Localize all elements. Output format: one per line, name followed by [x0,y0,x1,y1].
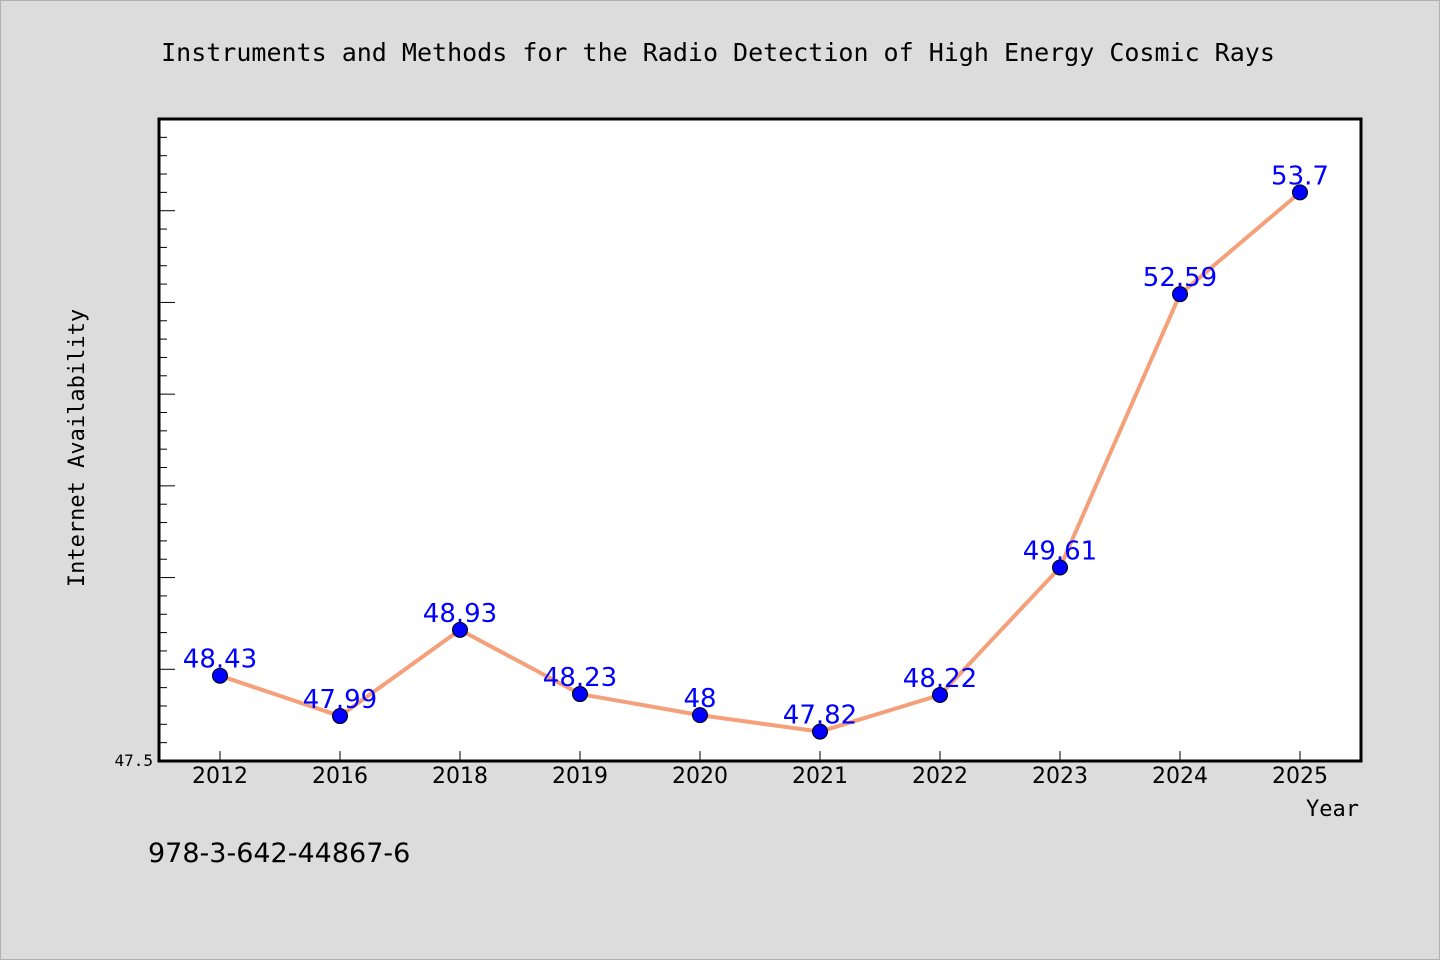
data-point [932,686,948,703]
plot-area [157,117,1363,763]
data-label: 49.61 [1023,536,1097,566]
x-tick-label: 2012 [192,764,248,789]
data-point [812,723,828,740]
data-label: 48.93 [423,599,497,629]
x-tick-label: 2025 [1272,764,1328,789]
data-point [692,707,708,724]
x-tick-label: 2020 [672,764,728,789]
x-tick-label: 2023 [1032,764,1088,789]
data-point [1052,559,1068,576]
x-axis-ticks [219,751,1301,761]
data-label: 48.23 [543,663,617,693]
x-tick-label: 2022 [912,764,968,789]
data-point [1172,286,1188,303]
data-point [212,667,228,684]
data-point [332,708,348,725]
isbn-annotation: 978-3-642-44867-6 [148,838,410,869]
chart-title: Instruments and Methods for the Radio De… [161,38,1275,67]
x-tick-label: 2016 [312,764,368,789]
y-tick-label: 47.5 [114,751,153,770]
y-axis-label: Internet Availability [65,309,90,587]
series-group: 48.43 47.99 48.93 48.23 48 47.82 48.22 49.61 52.… [183,161,1329,740]
y-axis-ticks [159,118,175,762]
data-point [572,686,588,703]
series-line [218,190,1302,734]
data-label: 48.43 [183,645,257,675]
data-point [1292,184,1308,201]
data-label: 48 [683,684,716,714]
x-tick-label: 2018 [432,764,488,789]
x-axis-tick-labels: 2012 2016 2018 2019 2020 2021 2022 2023 2024 2025 [192,764,1328,789]
data-label: 52.59 [1143,263,1217,293]
data-point [452,621,468,638]
x-tick-label: 2024 [1152,764,1208,789]
x-axis-label: Year [1306,797,1359,822]
x-tick-label: 2019 [552,764,608,789]
data-label: 47.82 [783,701,857,731]
x-tick-label: 2021 [792,764,848,789]
data-label: 47.99 [303,685,377,715]
data-label: 53.7 [1271,161,1329,191]
data-label: 48.22 [903,664,977,694]
